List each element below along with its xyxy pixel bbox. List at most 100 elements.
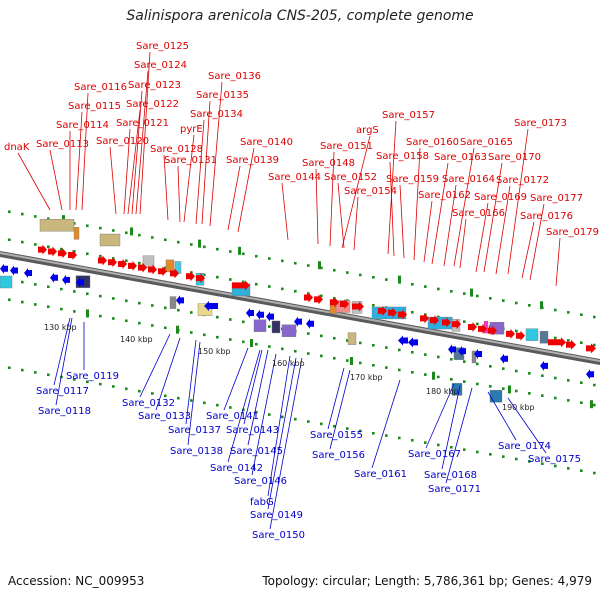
guide-dot: [580, 401, 583, 404]
forward-label-leader: [177, 165, 181, 223]
forward-gene-label: Sare_0157: [382, 110, 435, 121]
guide-dot: [424, 353, 427, 356]
guide-dot: [437, 375, 440, 379]
forward-gene-label: Sare_0123: [128, 80, 181, 91]
guide-dot: [294, 289, 297, 293]
feature-box: [525, 328, 539, 341]
guide-dot: [242, 280, 245, 284]
reverse-gene-arrow: [448, 344, 456, 355]
guide-dot: [281, 259, 284, 263]
reverse-gene-label: Sare_0117: [36, 386, 89, 397]
reverse-label-leader: [507, 397, 547, 454]
feature-box: [471, 350, 477, 364]
forward-label-leader: [237, 147, 255, 233]
guide-dot: [385, 278, 388, 281]
guide-dot: [216, 403, 219, 407]
scale-tick: [350, 357, 353, 365]
guide-dot: [229, 406, 232, 409]
forward-gene-label: Sare_0124: [134, 60, 187, 71]
reverse-gene-arrow: [176, 295, 184, 306]
forward-gene-label: Sare_0165: [460, 137, 513, 148]
guide-dot: [177, 308, 180, 312]
map-title: Salinispora arenicola CNS-205, complete …: [126, 8, 474, 24]
guide-dot: [580, 313, 583, 316]
guide-dot: [489, 297, 492, 300]
guide-dot: [242, 320, 245, 324]
reverse-gene-arrow: [50, 272, 58, 283]
guide-dot: [411, 370, 414, 374]
guide-dot: [567, 399, 570, 402]
feature-box: [99, 233, 121, 247]
guide-dot: [515, 301, 518, 305]
forward-label-leader: [341, 135, 371, 249]
guide-dot: [8, 238, 11, 242]
scale-tick: [86, 309, 89, 318]
guide-dot: [21, 368, 24, 372]
forward-gene-arrow: [330, 297, 339, 308]
kbp-tick-label: 130 kbp: [44, 323, 77, 332]
forward-gene-arrow: [118, 259, 127, 270]
guide-dot: [8, 366, 11, 370]
forward-label-leader: [329, 151, 335, 247]
guide-dot: [333, 336, 336, 340]
reverse-gene-arrow: [540, 360, 548, 371]
forward-label-leader: [109, 146, 117, 215]
forward-gene-label: Sare_0163: [434, 152, 487, 163]
guide-dot: [450, 358, 453, 361]
guide-dot: [320, 294, 323, 298]
forward-gene-label: Sare_0122: [126, 99, 179, 110]
reverse-label-leader: [327, 367, 345, 430]
guide-dot: [528, 372, 531, 375]
guide-dot: [372, 343, 375, 347]
forward-gene-label: Sare_0144: [268, 172, 321, 183]
guide-dot: [372, 303, 375, 307]
reverse-gene-arrow: [10, 265, 18, 276]
guide-dot: [554, 376, 557, 380]
forward-gene-label: Sare_0128: [150, 144, 203, 155]
guide-dot: [34, 283, 37, 286]
forward-gene-label: Sare_0173: [514, 118, 567, 129]
guide-dot: [411, 350, 414, 354]
guide-dot: [320, 334, 323, 338]
guide-dot: [502, 299, 505, 302]
forward-label-leader: [139, 51, 151, 215]
guide-dot: [177, 396, 180, 400]
guide-dot: [125, 387, 128, 391]
guide-dot: [281, 415, 284, 419]
guide-dot: [164, 238, 167, 242]
forward-gene-label: Sare_0159: [386, 174, 439, 185]
guide-dot: [307, 352, 310, 355]
reverse-gene-label: Sare_0137: [168, 425, 221, 436]
guide-dot: [333, 424, 336, 428]
reverse-gene-label: Sare_0161: [354, 469, 407, 480]
forward-label-leader: [353, 196, 359, 251]
guide-dot: [34, 303, 37, 306]
reverse-label-leader: [55, 317, 73, 406]
forward-label-leader: [127, 109, 141, 215]
guide-dot: [294, 349, 297, 353]
guide-dot: [60, 247, 63, 251]
reverse-gene-label: Sare_0167: [408, 449, 461, 460]
forward-gene-arrow: [304, 292, 313, 303]
reverse-label-leader: [371, 379, 401, 469]
forward-gene-label: Sare_0114: [56, 120, 109, 131]
guide-dot: [307, 332, 310, 335]
forward-label-leader: [49, 149, 63, 211]
forward-label-leader: [75, 111, 83, 211]
guide-dot: [190, 243, 193, 246]
guide-dot: [151, 304, 154, 307]
guide-dot: [424, 285, 427, 288]
forward-gene-label: Sare_0172: [496, 175, 549, 186]
scale-tick: [590, 400, 593, 409]
guide-dot: [554, 336, 557, 340]
guide-dot: [333, 296, 336, 300]
forward-label-leader: [387, 120, 397, 255]
guide-dot: [476, 322, 479, 326]
guide-dot: [255, 342, 258, 346]
guide-dot: [268, 345, 271, 348]
accession-text: Accession: NC_009953: [8, 574, 145, 588]
guide-dot: [203, 245, 206, 249]
forward-label-leader: [123, 128, 131, 215]
forward-label-leader: [475, 202, 489, 273]
guide-dot: [125, 259, 128, 263]
